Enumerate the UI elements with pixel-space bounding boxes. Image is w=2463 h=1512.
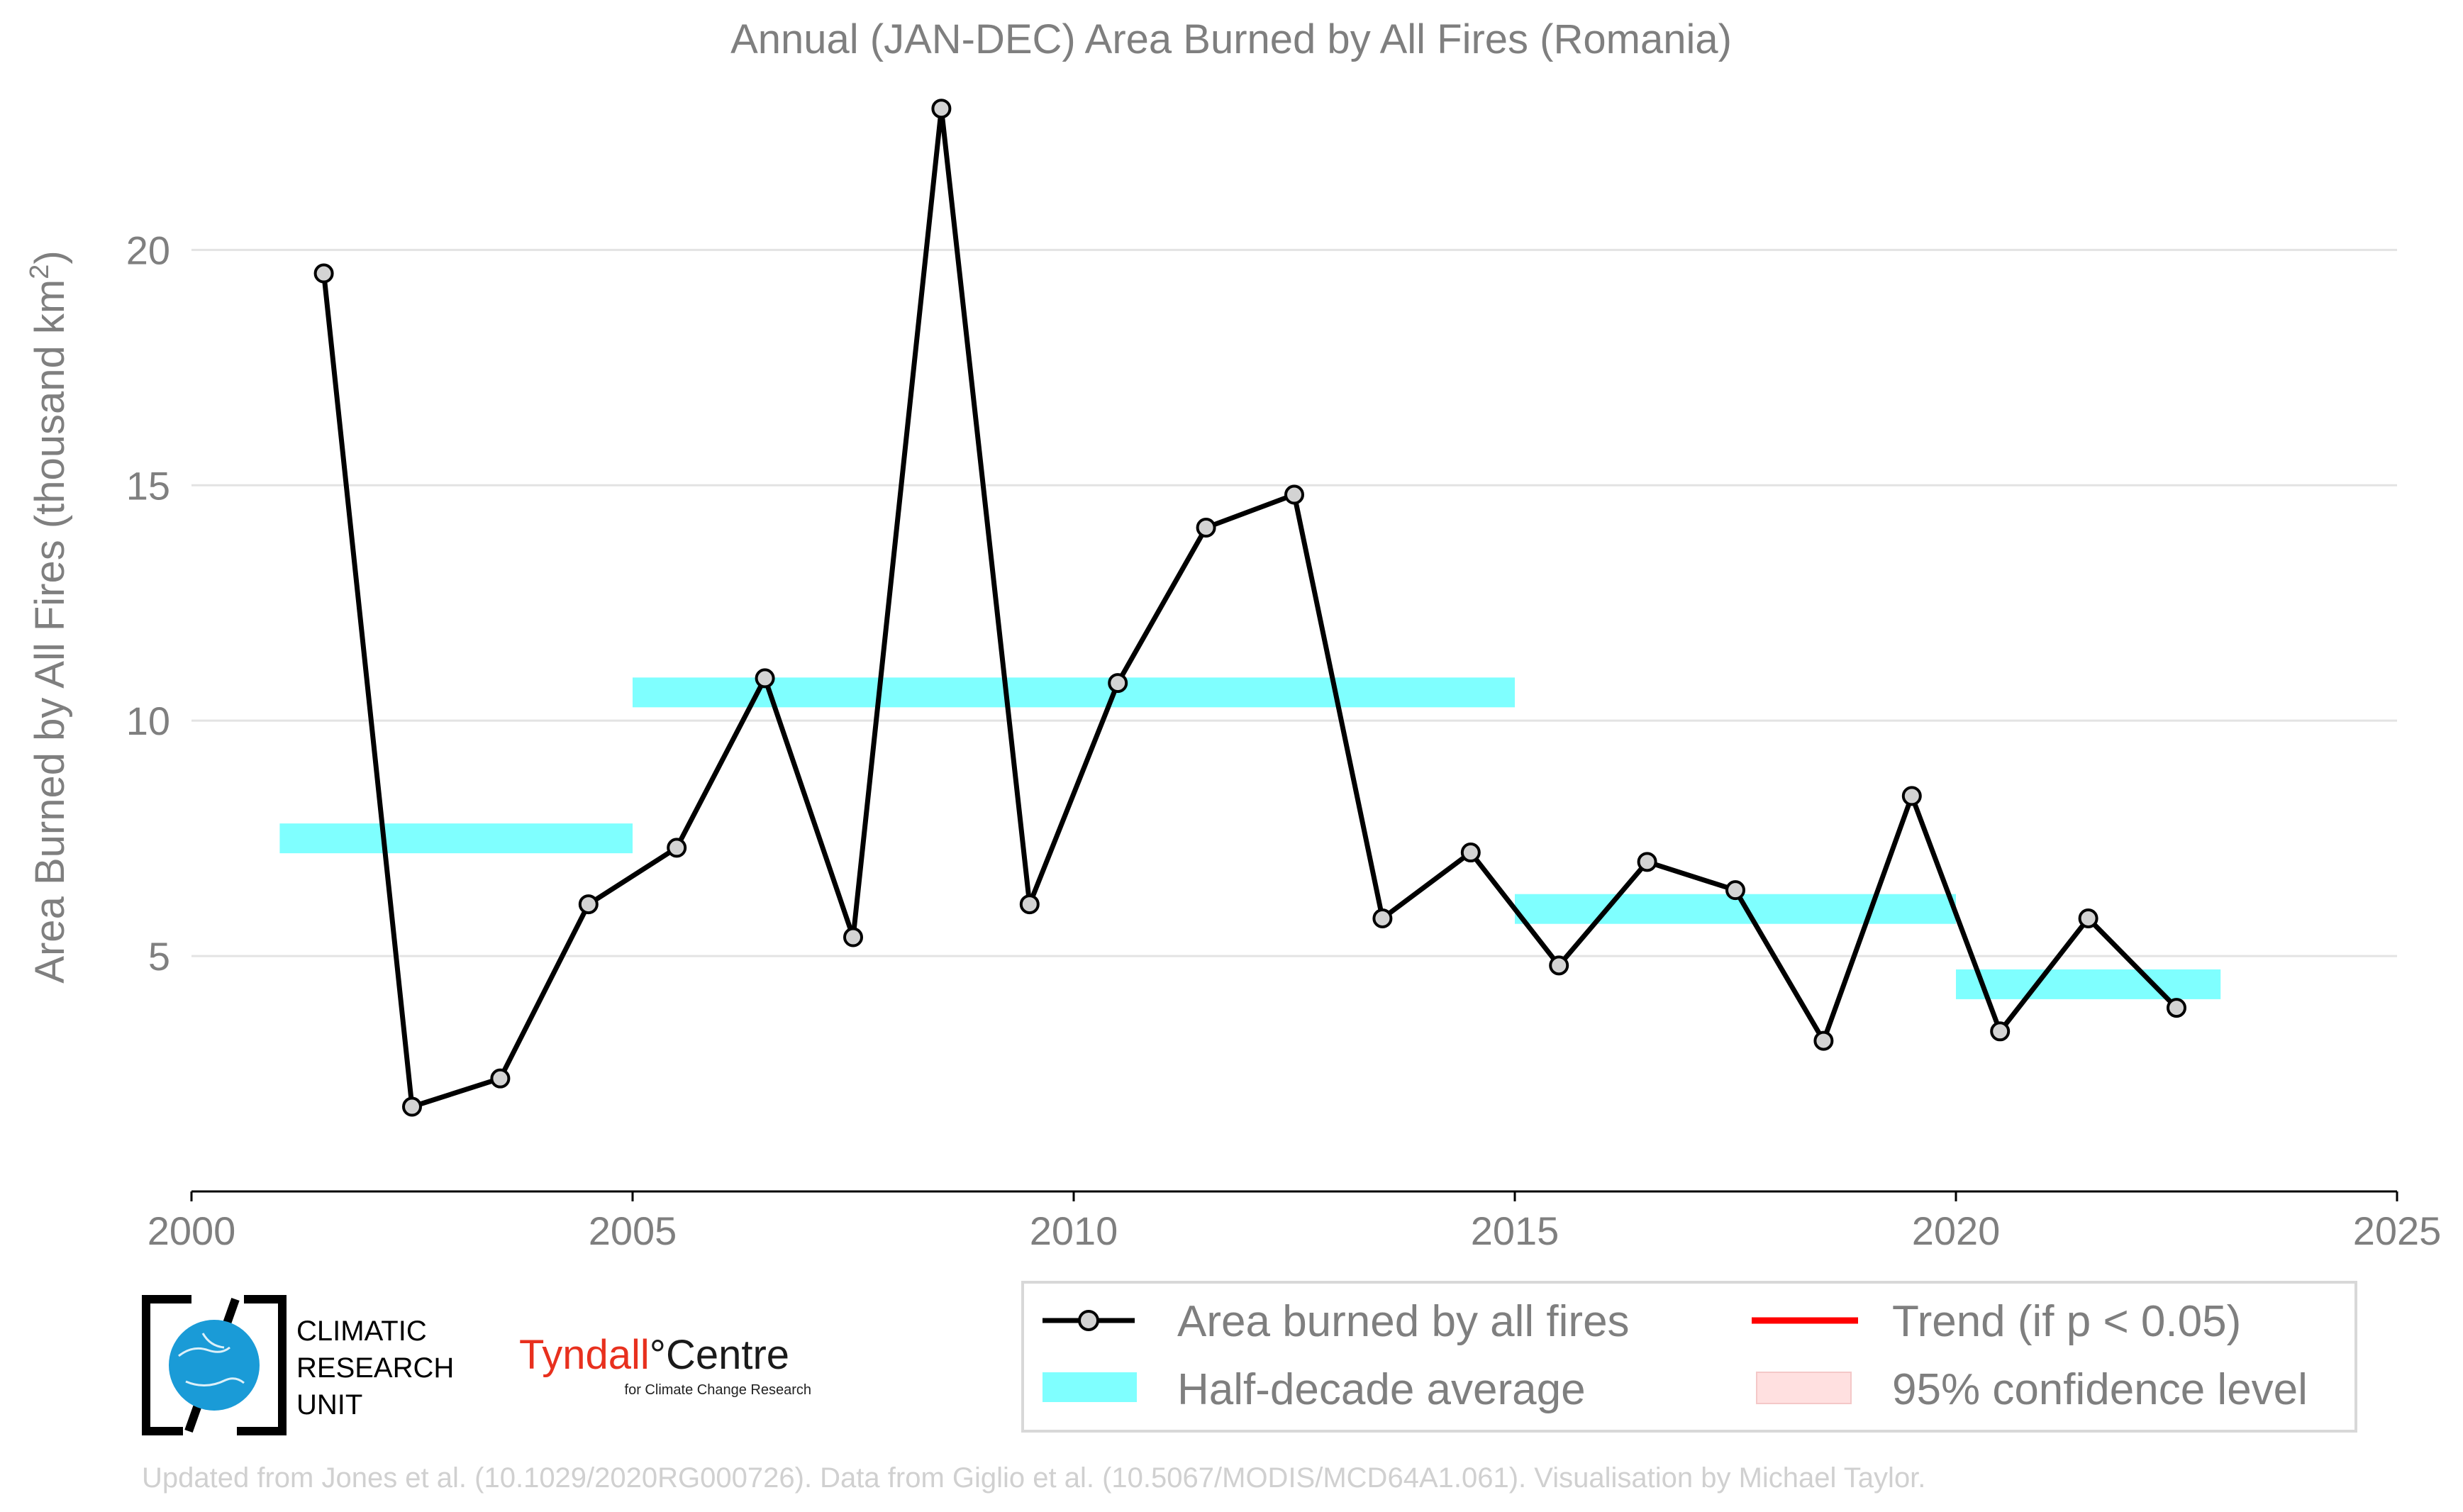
x-tick-label: 2015: [1471, 1208, 1559, 1253]
cru-logo-text: UNIT: [296, 1389, 362, 1421]
legend-label: 95% confidence level: [1892, 1365, 2308, 1414]
y-axis-label: Area Burned by All Fires (thousand km2): [25, 250, 73, 983]
x-tick-label: 2020: [1912, 1208, 2001, 1253]
y-tick-label: 20: [126, 228, 170, 272]
data-point: [1637, 852, 1657, 872]
data-point: [1813, 1030, 1834, 1051]
legend-label: Area burned by all fires: [1177, 1297, 1630, 1346]
x-tick-label: 2005: [589, 1208, 677, 1253]
x-tick-label: 2025: [2353, 1208, 2442, 1253]
legend-band-swatch: [1043, 1372, 1137, 1402]
data-point: [1549, 955, 1569, 976]
legend-item-area-burned: Area burned by all fires: [1043, 1297, 1630, 1346]
legend-item-trend: Trend (if p < 0.05): [1752, 1297, 2241, 1346]
y-tick-label: 15: [126, 463, 170, 508]
data-point: [1019, 894, 1040, 915]
x-tick-labels: 2000 2005 2010 2015 2020 2025: [148, 1208, 2442, 1253]
data-point: [313, 263, 334, 284]
legend-frame: [1021, 1281, 2357, 1433]
cru-logo-bracket: [142, 1295, 191, 1435]
half-decade-bar: [279, 823, 633, 854]
half-decade-bar: [1956, 969, 2221, 999]
y-axis-label-close: ): [27, 250, 73, 264]
y-axis-label-superscript: 2: [25, 265, 55, 279]
tyndall-logo-centre: °Centre: [650, 1332, 789, 1378]
data-point: [1460, 843, 1481, 863]
legend-confidence-swatch: [1756, 1372, 1852, 1404]
data-point: [1990, 1021, 2011, 1042]
cru-logo-bracket: [237, 1295, 287, 1435]
cru-logo-text: RESEARCH: [296, 1352, 454, 1384]
data-point: [402, 1096, 422, 1117]
data-point: [2078, 908, 2098, 928]
data-point: [2167, 998, 2186, 1018]
x-tick-label: 2010: [1030, 1208, 1118, 1253]
data-point: [667, 838, 687, 858]
data-point: [931, 99, 952, 119]
legend-item-confidence: 95% confidence level: [1756, 1365, 2308, 1414]
cru-logo-text: CLIMATIC: [296, 1316, 427, 1347]
x-tick-label: 2000: [148, 1208, 236, 1253]
data-point: [755, 668, 775, 689]
data-point: [1901, 786, 1922, 806]
data-point: [1372, 908, 1393, 928]
legend-marker-swatch: [1078, 1310, 1099, 1331]
legend-label: Trend (if p < 0.05): [1892, 1297, 2241, 1346]
legend: Area burned by all fires Trend (if p < 0…: [1021, 1281, 2357, 1433]
y-tick-labels: 5 10 15 20: [126, 228, 170, 979]
tyndall-logo-name: Tyndall: [519, 1332, 650, 1378]
data-markers: [313, 99, 2186, 1117]
tyndall-logo-subtitle: for Climate Change Research: [625, 1382, 811, 1398]
data-point: [1725, 880, 1745, 901]
series-line-group: [321, 106, 2179, 1109]
tyndall-logo: Tyndall°Centre for Climate Change Resear…: [519, 1332, 811, 1398]
globe-icon-continents: [178, 1333, 245, 1386]
globe-icon: [169, 1320, 260, 1411]
legend-item-half-decade: Half-decade average: [1043, 1365, 1586, 1414]
data-point: [578, 894, 599, 915]
data-point: [1108, 673, 1128, 694]
series-line: [321, 106, 2179, 1109]
half-decade-bar: [633, 677, 1515, 708]
data-point: [1196, 518, 1216, 538]
cru-logo: CLIMATIC RESEARCH UNIT: [142, 1295, 454, 1435]
tyndall-logo-text: Tyndall°Centre: [519, 1332, 789, 1378]
legend-label: Half-decade average: [1177, 1365, 1586, 1414]
data-point: [1284, 484, 1304, 505]
footer-credit: Updated from Jones et al. (10.1029/2020R…: [142, 1462, 1925, 1494]
data-point: [490, 1068, 511, 1089]
y-tick-label: 10: [126, 699, 170, 743]
chart-title: Annual (JAN-DEC) Area Burned by All Fire…: [730, 16, 1732, 62]
y-tick-label: 5: [148, 934, 170, 979]
axes: [190, 1190, 2398, 1201]
data-point: [843, 927, 863, 947]
